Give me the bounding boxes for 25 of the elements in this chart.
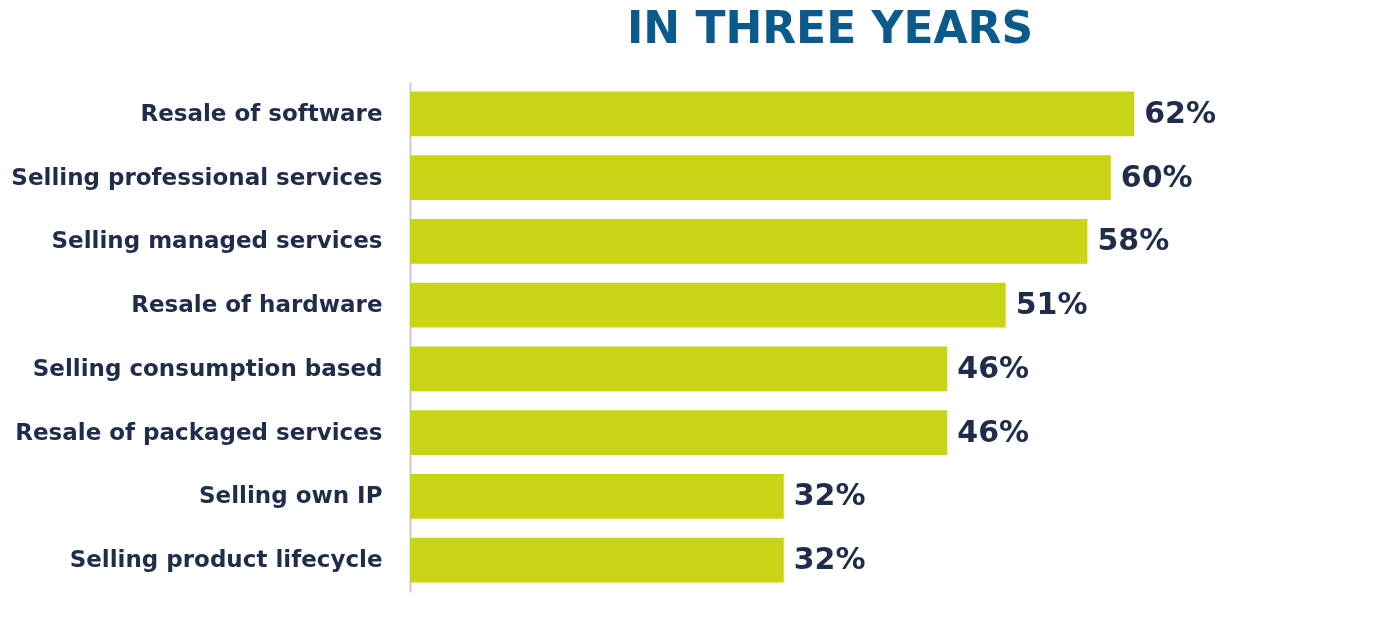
data-label: 51% [1015, 286, 1088, 322]
data-label: 32% [793, 477, 866, 513]
data-label: 60% [1120, 158, 1193, 194]
y-tick-label: Resale of hardware [131, 291, 383, 318]
bar [410, 410, 948, 455]
bar [410, 282, 1006, 328]
data-label: 62% [1144, 94, 1216, 130]
y-tick-label: Selling professional services [11, 163, 383, 190]
y-tick-label: Resale of software [140, 99, 383, 126]
bar [410, 537, 784, 583]
data-label: 58% [1097, 222, 1170, 258]
bar [410, 155, 1111, 200]
y-tick-label: Selling managed services [51, 227, 383, 254]
data-label: 46% [957, 413, 1030, 449]
bar [410, 91, 1135, 137]
bar [410, 219, 1088, 264]
y-tick-label: Selling own IP [198, 482, 383, 509]
data-label: 46% [957, 349, 1030, 385]
y-tick-label: Selling consumption based [32, 354, 383, 381]
y-tick-label: Resale of packaged services [15, 418, 383, 445]
bar [410, 346, 948, 392]
y-tick-label: Selling product lifecycle [69, 546, 383, 573]
data-label: 32% [793, 541, 866, 577]
chart-title: IN THREE YEARS [626, 2, 1034, 53]
bar [410, 474, 784, 519]
